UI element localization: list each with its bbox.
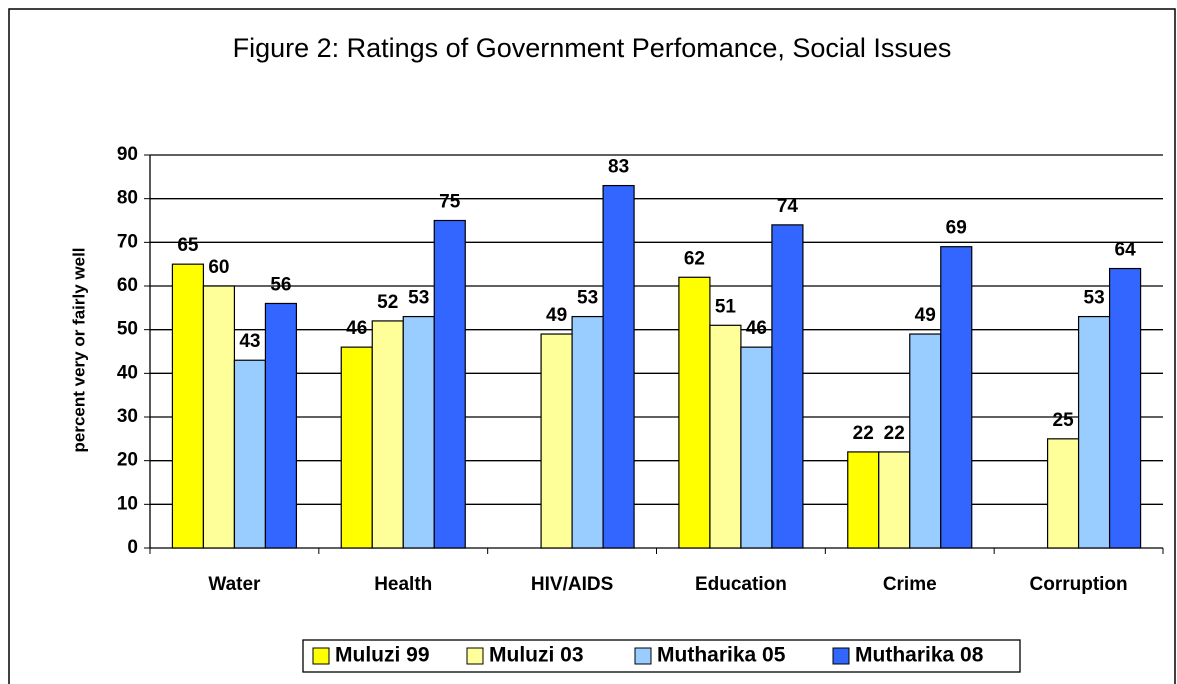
legend-label: Mutharika 05 [657, 644, 786, 667]
data-label: 62 [684, 248, 705, 269]
y-tick-label: 60 [117, 275, 138, 296]
bar [909, 333, 942, 549]
data-label: 64 [1115, 240, 1137, 261]
y-tick-label: 90 [117, 144, 138, 165]
legend-swatch [832, 647, 850, 665]
data-label: 46 [346, 318, 367, 339]
data-label: 60 [208, 257, 229, 278]
bar [878, 451, 911, 549]
bar [371, 320, 404, 549]
bar [402, 315, 435, 549]
data-label: 49 [546, 305, 567, 326]
y-tick-label: 30 [117, 406, 138, 427]
y-tick-label: 20 [117, 450, 138, 471]
data-label: 56 [270, 274, 291, 295]
y-tick-label: 40 [117, 362, 138, 383]
data-label: 22 [884, 423, 905, 444]
legend-swatch [634, 647, 652, 665]
y-tick-label: 70 [117, 231, 138, 252]
data-label: 22 [853, 423, 874, 444]
x-tick-label: HIV/AIDS [531, 574, 613, 595]
bar [571, 315, 604, 549]
bar [264, 302, 298, 549]
chart-title: Figure 2: Ratings of Government Perfoman… [233, 33, 952, 63]
data-label: 53 [1084, 288, 1105, 309]
bar [233, 359, 267, 549]
bar [771, 224, 804, 549]
legend-box [302, 639, 1021, 673]
legend-label: Mutharika 08 [855, 644, 984, 667]
x-tick-label: Education [695, 574, 787, 595]
bar [433, 219, 466, 549]
data-label: 52 [377, 292, 398, 313]
data-label: 65 [177, 235, 199, 256]
bar [1108, 267, 1142, 549]
bar [709, 324, 742, 549]
data-label: 53 [577, 288, 598, 309]
bar [1077, 315, 1111, 549]
data-label: 25 [1053, 410, 1075, 431]
bar [202, 285, 236, 549]
legend-label: Muluzi 03 [489, 644, 584, 667]
y-axis-label: percent very or fairly well [69, 247, 88, 452]
data-label: 43 [239, 331, 260, 352]
bar [1046, 438, 1080, 549]
bar [540, 333, 573, 549]
bar [171, 263, 205, 549]
data-label: 53 [408, 288, 429, 309]
data-label: 69 [946, 218, 967, 239]
data-label: 49 [915, 305, 936, 326]
legend-swatch [312, 647, 330, 665]
bar [940, 246, 973, 549]
bar [847, 451, 880, 549]
bar [678, 276, 711, 549]
data-label: 46 [746, 318, 767, 339]
x-tick-label: Crime [883, 574, 937, 595]
legend-label: Muluzi 99 [335, 644, 430, 667]
y-tick-label: 0 [127, 537, 138, 558]
bar [740, 346, 773, 549]
x-tick-label: Health [374, 574, 432, 595]
bar [340, 346, 373, 549]
data-label: 74 [777, 196, 799, 217]
data-label: 51 [715, 296, 737, 317]
y-tick-label: 80 [117, 188, 138, 209]
legend-swatch [466, 647, 484, 665]
x-tick-label: Water [208, 574, 261, 595]
y-tick-label: 50 [117, 319, 138, 340]
data-label: 83 [608, 157, 629, 178]
y-tick-label: 10 [117, 493, 138, 514]
bar [602, 184, 635, 549]
data-label: 75 [439, 192, 461, 213]
x-tick-label: Corruption [1030, 574, 1128, 595]
